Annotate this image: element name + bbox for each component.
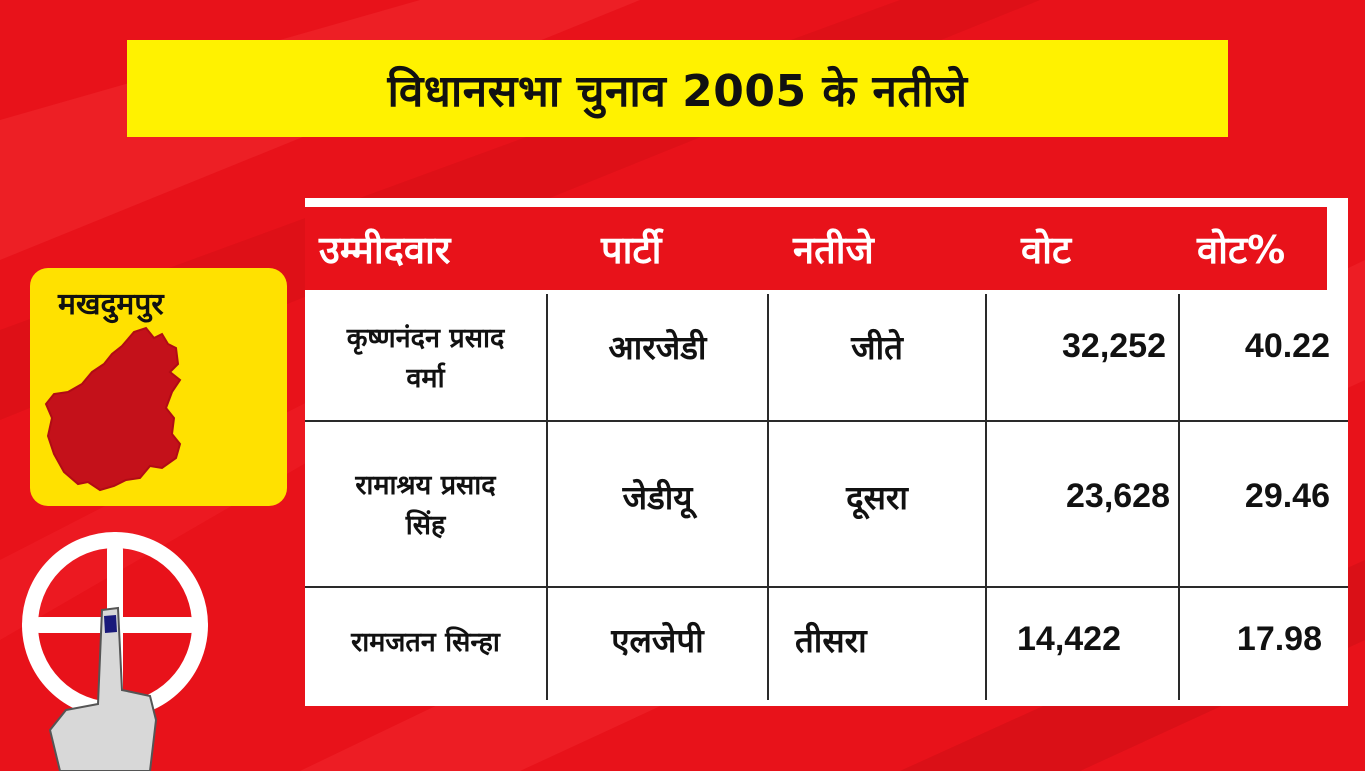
votes-cell: 14,422 xyxy=(1017,619,1121,658)
votes-cell: 23,628 xyxy=(1066,476,1170,515)
voting-finger-icon xyxy=(48,606,158,771)
column-divider xyxy=(1178,294,1180,700)
vote-pct-cell: 17.98 xyxy=(1236,619,1322,658)
table-header: उम्मीदवार पार्टी नतीजे वोट वोट% xyxy=(305,207,1327,290)
column-divider xyxy=(985,294,987,700)
column-divider xyxy=(767,294,769,700)
party-cell: आरजेडी xyxy=(608,327,707,367)
candidate-name-line2: सिंह xyxy=(405,510,446,541)
candidate-name: कृष्णनंदन प्रसाद xyxy=(346,323,505,354)
constituency-card: मखदुमपुर xyxy=(30,268,287,506)
constituency-name: मखदुमपुर xyxy=(58,287,164,322)
votes-cell: 32,252 xyxy=(1062,326,1166,365)
candidate-name-line2: वर्मा xyxy=(406,363,445,394)
candidate-name: रामाश्रय प्रसाद xyxy=(355,470,496,501)
table-row: रामजतन सिन्हा xyxy=(305,598,546,688)
constituency-map-icon xyxy=(44,326,182,492)
header-party: पार्टी xyxy=(601,227,662,272)
page-title: विधानसभा चुनाव 2005 के नतीजे xyxy=(387,65,968,117)
header-vote-pct: वोट% xyxy=(1197,227,1286,272)
column-divider xyxy=(546,294,548,700)
results-table: उम्मीदवार पार्टी नतीजे वोट वोट% कृष्णनंद… xyxy=(305,198,1348,706)
election-symbol-icon xyxy=(22,532,208,771)
result-cell: तीसरा xyxy=(795,620,867,660)
vote-pct-cell: 40.22 xyxy=(1244,326,1330,365)
title-banner: विधानसभा चुनाव 2005 के नतीजे xyxy=(127,40,1228,137)
row-divider xyxy=(305,586,1348,588)
header-candidate: उम्मीदवार xyxy=(319,227,451,272)
party-cell: एलजेपी xyxy=(611,620,704,660)
party-cell: जेडीयू xyxy=(622,477,693,517)
result-cell: दूसरा xyxy=(846,477,908,517)
vote-pct-cell: 29.46 xyxy=(1244,476,1330,515)
row-divider xyxy=(305,420,1348,422)
header-result: नतीजे xyxy=(793,227,874,272)
table-row: कृष्णनंदन प्रसाद वर्मा xyxy=(305,298,546,420)
table-row: रामाश्रय प्रसाद सिंह xyxy=(305,436,546,576)
result-cell: जीते xyxy=(851,327,903,367)
header-votes: वोट xyxy=(1021,227,1072,272)
candidate-name: रामजतन सिन्हा xyxy=(351,627,500,658)
